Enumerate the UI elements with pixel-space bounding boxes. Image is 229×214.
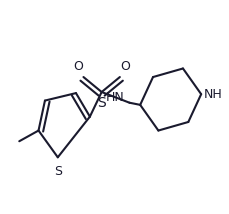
- Text: O: O: [73, 60, 83, 73]
- Text: O: O: [120, 60, 130, 73]
- Text: NH: NH: [203, 88, 222, 101]
- Text: S: S: [97, 96, 106, 110]
- Text: S: S: [54, 165, 62, 178]
- Text: HN: HN: [106, 91, 125, 104]
